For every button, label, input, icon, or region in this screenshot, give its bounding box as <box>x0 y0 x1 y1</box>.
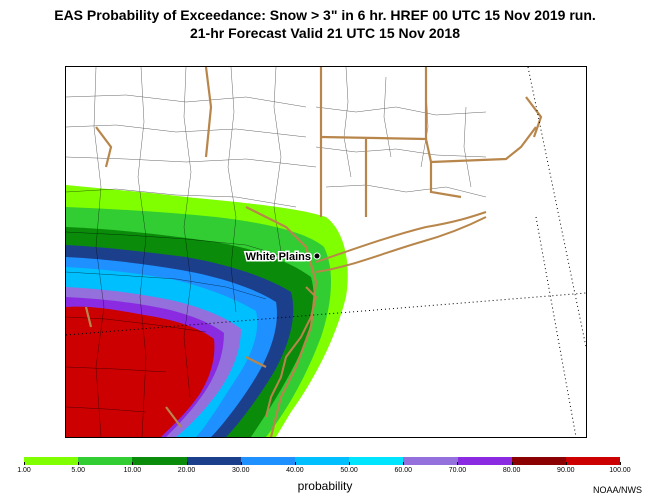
colorbar-segment <box>403 457 458 465</box>
colorbar-tick-mark <box>349 462 351 465</box>
colorbar-tick-mark <box>403 462 405 465</box>
coastline <box>265 211 487 418</box>
city-marker-white-plains: White Plains <box>244 250 321 265</box>
colorbar-tick-label: 70.00 <box>448 467 467 474</box>
colorbar-tick-mark <box>620 462 621 465</box>
colorbar-tick-mark <box>457 462 459 465</box>
colorbar-tick-mark <box>511 462 513 465</box>
state-boundaries <box>84 67 543 437</box>
colorbar-segment <box>24 457 79 465</box>
lat-lon-lines <box>66 67 586 437</box>
colorbar <box>24 457 621 465</box>
credit-text: NOAA/NWS <box>592 485 642 495</box>
colorbar-segment <box>132 457 187 465</box>
colorbar-segment <box>349 457 404 465</box>
colorbar-segment <box>565 457 621 465</box>
prob-band-90 <box>66 306 215 437</box>
colorbar-tick-label: 80.00 <box>502 467 521 474</box>
title-line-1: EAS Probability of Exceedance: Snow > 3"… <box>54 7 596 23</box>
city-label: White Plains <box>246 251 311 263</box>
colorbar-tick-label: 5.00 <box>71 467 85 474</box>
colorbar-tick-label: 1.00 <box>17 467 31 474</box>
probability-shading <box>66 185 348 437</box>
colorbar-segment <box>511 457 566 465</box>
colorbar-ticks: 1.00 5.00 10.00 20.00 30.00 40.00 50.00 60.00 70… <box>0 462 650 479</box>
colorbar-tick-label: 100.00 <box>609 467 631 474</box>
colorbar-label: probability <box>297 479 353 493</box>
map-canvas: White Plains <box>66 67 586 437</box>
colorbar-segment <box>78 457 133 465</box>
colorbar-tick-mark <box>565 462 567 465</box>
colorbar-tick-label: 50.00 <box>340 467 358 474</box>
colorbar-tick-mark <box>132 462 134 465</box>
colorbar-tick-label: 10.00 <box>123 467 142 474</box>
colorbar-tick-label: 30.00 <box>231 467 250 474</box>
city-dot <box>313 252 321 260</box>
title-line-2: 21-hr Forecast Valid 21 UTC 15 Nov 2018 <box>189 25 460 41</box>
colorbar-tick-mark <box>186 462 188 465</box>
colorbar-segment <box>186 457 241 465</box>
colorbar-tick-mark <box>78 462 80 465</box>
colorbar-tick-label: 60.00 <box>394 467 413 474</box>
colorbar-segment <box>240 457 295 465</box>
colorbar-tick-mark <box>294 462 296 465</box>
colorbar-tick-mark <box>24 462 25 465</box>
colorbar-segment <box>457 457 512 465</box>
chart-title: EAS Probability of Exceedance: Snow > 3"… <box>0 6 650 42</box>
colorbar-segment <box>294 457 350 465</box>
colorbar-tick-label: 90.00 <box>557 467 575 474</box>
colorbar-tick-mark <box>240 462 242 465</box>
colorbar-tick-label: 40.00 <box>286 467 304 474</box>
colorbar-tick-label: 20.00 <box>177 467 196 474</box>
probability-map: White Plains <box>65 66 587 438</box>
